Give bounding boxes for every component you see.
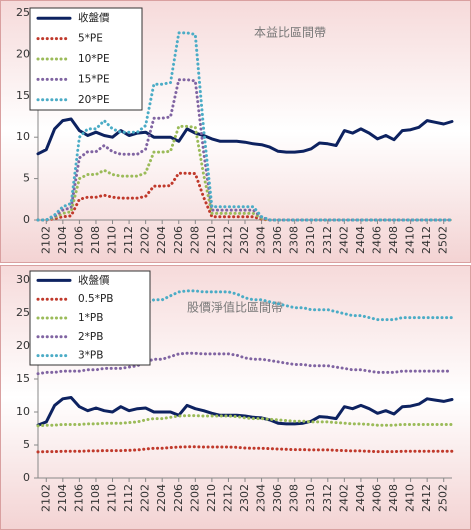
x-tick-label: 2110 xyxy=(106,484,119,512)
legend-label: 15*PE xyxy=(78,73,110,85)
legend-label: 5*PE xyxy=(78,33,103,45)
x-tick-label: 2108 xyxy=(89,226,102,254)
legend-label: 20*PE xyxy=(78,94,110,106)
y-tick-label: 30 xyxy=(16,273,30,286)
series-line xyxy=(36,445,454,454)
x-tick-label: 2210 xyxy=(205,484,218,512)
y-tick-label: 10 xyxy=(16,130,30,143)
x-tick-label: 2106 xyxy=(72,484,85,512)
x-tick-label: 2406 xyxy=(370,484,383,512)
x-tick-label: 2202 xyxy=(139,484,152,512)
x-tick-label: 2302 xyxy=(238,484,251,512)
legend-label: 3*PB xyxy=(78,350,103,362)
x-tick-label: 2210 xyxy=(205,226,218,254)
x-tick-label: 2306 xyxy=(271,484,284,512)
x-tick-label: 2112 xyxy=(122,226,135,254)
series-line xyxy=(36,124,454,222)
x-tick-label: 2404 xyxy=(354,226,367,254)
legend: 收盤價 0.5*PB 1*PB 2*PB 3*PB xyxy=(29,270,151,366)
x-tick-label: 2112 xyxy=(122,484,135,512)
legend-label: 1*PB xyxy=(78,312,103,324)
x-tick-label: 2202 xyxy=(139,226,152,254)
legend-label: 2*PB xyxy=(78,331,103,343)
x-tick-label: 2106 xyxy=(72,226,85,254)
x-tick-label: 2204 xyxy=(155,484,168,512)
y-tick-label: 15 xyxy=(16,89,30,102)
x-tick-label: 2110 xyxy=(106,226,119,254)
x-tick-label: 2304 xyxy=(255,226,268,254)
x-tick-label: 2502 xyxy=(437,484,450,512)
series-line xyxy=(36,78,454,222)
x-tick-label: 2108 xyxy=(89,484,102,512)
x-tick-label: 2312 xyxy=(321,484,334,512)
x-tick-label: 2104 xyxy=(56,226,69,254)
x-tick-label: 2412 xyxy=(420,226,433,254)
x-tick-label: 2310 xyxy=(304,226,317,254)
annotation: 本益比區間帶 xyxy=(254,26,326,40)
legend-label: 10*PE xyxy=(78,53,110,65)
x-tick-label: 2308 xyxy=(288,226,301,254)
series-line xyxy=(36,117,454,156)
x-tick-label: 2312 xyxy=(321,226,334,254)
x-tick-label: 2308 xyxy=(288,484,301,512)
x-tick-label: 2104 xyxy=(56,484,69,512)
x-tick-label: 2502 xyxy=(437,226,450,254)
x-tick-label: 2404 xyxy=(354,484,367,512)
x-tick-label: 2208 xyxy=(188,484,201,512)
x-tick-label: 2408 xyxy=(387,226,400,254)
y-tick-label: 5 xyxy=(23,438,30,451)
x-tick-label: 2410 xyxy=(404,226,417,254)
x-tick-label: 2306 xyxy=(271,226,284,254)
x-tick-label: 2408 xyxy=(387,484,400,512)
x-tick-label: 2402 xyxy=(337,226,350,254)
x-tick-label: 2412 xyxy=(420,484,433,512)
annotation: 股價淨值比區間帶 xyxy=(187,300,283,315)
y-tick-label: 0 xyxy=(23,471,30,484)
y-tick-label: 0 xyxy=(23,213,30,226)
y-tick-label: 25 xyxy=(16,6,30,19)
x-tick-label: 2212 xyxy=(221,484,234,512)
x-tick-label: 2406 xyxy=(370,226,383,254)
x-tick-label: 2304 xyxy=(255,484,268,512)
x-tick-label: 2310 xyxy=(304,484,317,512)
legend-label: 0.5*PB xyxy=(78,293,113,305)
x-tick-label: 2212 xyxy=(221,226,234,254)
x-tick-label: 2102 xyxy=(39,226,52,254)
chart: 0 5 10 15 20 25 30 2102 2104 2106 2108 2110 2112 2202… xyxy=(0,265,471,530)
x-tick-label: 2206 xyxy=(172,484,185,512)
series-line xyxy=(36,414,454,428)
y-tick-label: 5 xyxy=(23,172,30,185)
x-tick-label: 2302 xyxy=(238,226,251,254)
x-tick-label: 2206 xyxy=(172,226,185,254)
x-tick-label: 2208 xyxy=(188,226,201,254)
y-tick-label: 20 xyxy=(16,47,30,60)
x-tick-label: 2402 xyxy=(337,484,350,512)
series-line xyxy=(36,396,454,427)
legend-label: 收盤價 xyxy=(78,11,110,24)
legend: 收盤價 5*PE 10*PE 15*PE 20*PE xyxy=(29,7,143,111)
x-tick-label: 2410 xyxy=(404,484,417,512)
y-tick-label: 15 xyxy=(16,372,30,385)
series-line xyxy=(36,351,454,376)
x-tick-label: 2102 xyxy=(39,484,52,512)
x-tick-label: 2204 xyxy=(155,226,168,254)
y-tick-label: 20 xyxy=(16,339,30,352)
y-tick-label: 25 xyxy=(16,306,30,319)
legend-label: 收盤價 xyxy=(78,273,110,286)
y-tick-label: 10 xyxy=(16,405,30,418)
legend-box xyxy=(29,270,151,366)
